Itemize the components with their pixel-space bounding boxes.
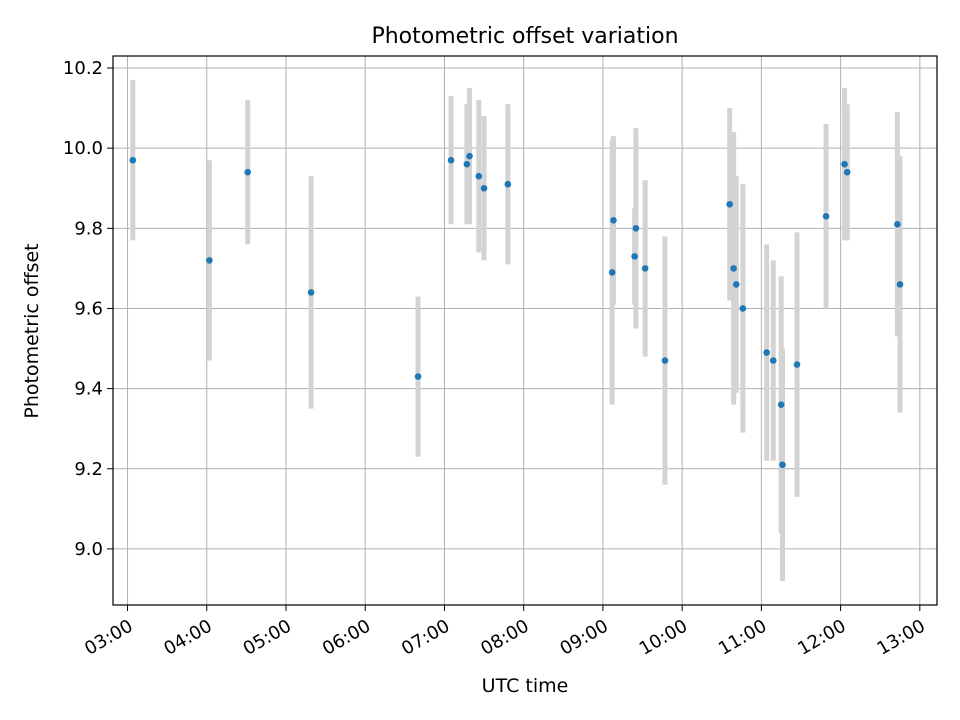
data-point: [763, 349, 770, 356]
grid-lines: [113, 56, 937, 605]
chart-title: Photometric offset variation: [371, 24, 678, 49]
data-point: [504, 180, 512, 188]
data-point: [843, 168, 851, 176]
data-point: [632, 225, 640, 232]
data-point: [129, 156, 137, 164]
y-tick-label: 10.0: [63, 138, 103, 159]
data-point: [894, 221, 901, 228]
data-point: [841, 160, 848, 168]
data-point: [641, 265, 649, 272]
x-axis-label: UTC time: [482, 675, 569, 697]
plot-area-frame: [112, 55, 938, 606]
data-point: [793, 361, 801, 368]
y-tick-label: 9.4: [74, 379, 103, 400]
data-point: [307, 289, 315, 296]
y-tick-label: 10.2: [63, 58, 103, 79]
data-point: [732, 281, 740, 288]
data-points: [129, 152, 904, 469]
data-point: [466, 152, 473, 160]
y-axis-ticks: 9.0 9.2 9.4 9.6 9.8 10.0 10.2: [63, 58, 113, 560]
y-tick-label: 9.0: [74, 539, 103, 560]
data-point: [608, 269, 616, 276]
data-point: [447, 156, 455, 164]
y-axis-label: Photometric offset: [21, 243, 43, 418]
y-tick-label: 9.6: [74, 298, 103, 319]
data-point: [480, 184, 488, 192]
data-point: [769, 357, 777, 364]
data-point: [822, 212, 830, 220]
data-point: [475, 172, 483, 180]
data-point: [739, 305, 747, 312]
data-point: [730, 265, 737, 272]
data-point: [661, 357, 669, 364]
data-point: [631, 253, 638, 260]
data-point: [206, 257, 213, 264]
y-tick-label: 9.2: [74, 459, 103, 480]
data-point: [779, 461, 786, 469]
data-point: [463, 160, 471, 168]
y-tick-label: 9.8: [74, 218, 103, 239]
data-point: [726, 200, 733, 208]
data-point: [610, 216, 617, 224]
data-point: [414, 373, 422, 380]
data-point: [896, 281, 904, 288]
data-point: [777, 401, 785, 408]
data-point: [244, 168, 251, 176]
